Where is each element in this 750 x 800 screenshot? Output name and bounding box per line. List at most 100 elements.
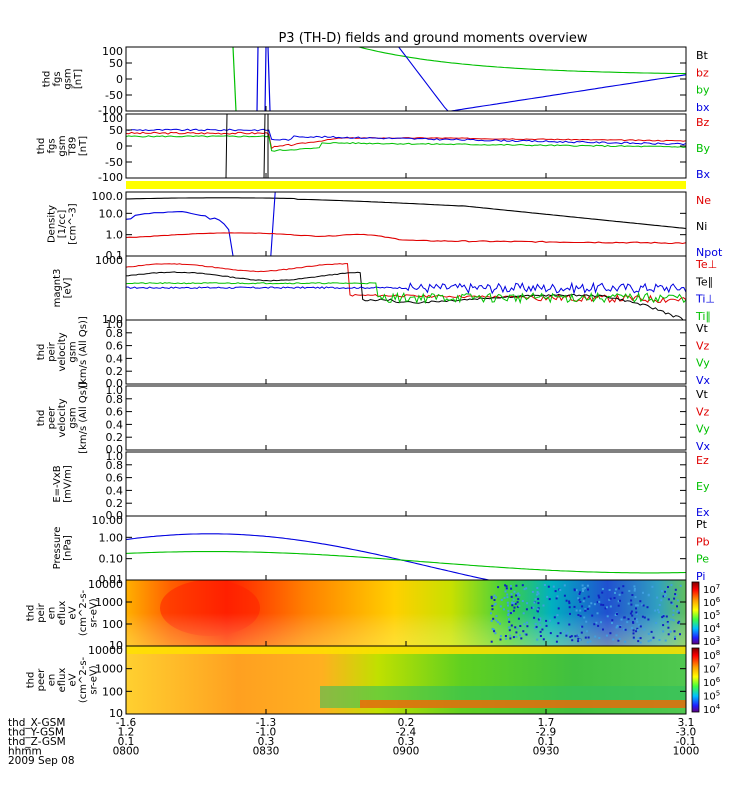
y-tick-label: 1.0 bbox=[106, 384, 124, 397]
panel-frame bbox=[125, 451, 687, 517]
speckle-dot bbox=[568, 600, 571, 603]
speckle-dot bbox=[569, 612, 571, 615]
speckle-dot bbox=[515, 584, 518, 587]
speckle-dot bbox=[627, 602, 630, 605]
speckle-dot bbox=[624, 640, 627, 643]
y-axis-label: thd fgs gsm [nT] bbox=[41, 68, 84, 89]
speckle-dot bbox=[635, 630, 638, 633]
speckle-dot bbox=[662, 618, 665, 621]
speckle-dot bbox=[563, 584, 566, 587]
time-row-value: 0930 bbox=[533, 746, 560, 758]
legend-Vy: Vy bbox=[696, 423, 710, 436]
speckle-dot bbox=[608, 598, 611, 601]
speckle-dot bbox=[525, 633, 528, 636]
speckle-dot bbox=[614, 591, 616, 594]
speckle-dot bbox=[505, 585, 508, 588]
speckle-dot bbox=[646, 606, 649, 609]
speckle-dot bbox=[524, 633, 527, 635]
trace-Tipar bbox=[126, 282, 686, 305]
trace-Pi bbox=[126, 533, 492, 580]
speckle-dot bbox=[552, 585, 555, 588]
speckle-dot bbox=[537, 592, 540, 595]
speckle-dot bbox=[582, 590, 584, 592]
speckle-dot bbox=[571, 639, 574, 642]
speckle-dot bbox=[627, 618, 630, 621]
speckle-dot bbox=[673, 597, 676, 600]
speckle-dot bbox=[615, 626, 618, 629]
speckle-dot bbox=[491, 604, 494, 607]
heatmap-peer-topband bbox=[126, 646, 686, 654]
y-tick-label: 0.1 bbox=[106, 249, 124, 262]
speckle-dot bbox=[619, 599, 621, 602]
speckle-dot bbox=[526, 602, 529, 605]
speckle-dot bbox=[635, 612, 638, 615]
time-row-value: -3.0 bbox=[676, 727, 697, 739]
trace-By bbox=[126, 135, 686, 152]
trace-Bx bbox=[126, 128, 686, 146]
speckle-dot bbox=[490, 595, 493, 598]
speckle-dot bbox=[507, 604, 509, 607]
speckle-dot bbox=[584, 608, 587, 611]
speckle-dot bbox=[536, 591, 539, 594]
legend-Ez: Ez bbox=[696, 454, 709, 467]
y-axis-label-line: peir bbox=[36, 602, 47, 622]
speckle-dot bbox=[632, 621, 635, 624]
panel-frame bbox=[125, 515, 687, 581]
speckle-dot bbox=[632, 629, 635, 632]
speckle-dot bbox=[518, 604, 521, 607]
speckle-dot bbox=[490, 640, 493, 643]
speckle-dot bbox=[504, 590, 507, 593]
speckle-dot bbox=[556, 595, 559, 598]
speckle-dot bbox=[617, 604, 620, 607]
speckle-dot bbox=[490, 612, 492, 615]
speckle-dot bbox=[562, 630, 565, 633]
y-tick-label: 1.0 bbox=[106, 450, 124, 463]
speckle-dot bbox=[605, 634, 608, 637]
time-row-value: 0.1 bbox=[118, 736, 135, 748]
time-axis: thd_X-GSM -1.6 -1.3 0.2 1.7 3.1 thd_Y-GSM 1.2 -1… bbox=[8, 717, 699, 767]
speckle-dot bbox=[612, 638, 615, 641]
speckle-dot bbox=[595, 621, 598, 624]
speckle-dot bbox=[613, 597, 616, 599]
speckle-dot bbox=[542, 638, 545, 641]
speckle-dot bbox=[505, 637, 508, 640]
y-axis-label: thd fgs gsm T89 [nT] bbox=[36, 135, 89, 156]
y-axis-label-line: T89 bbox=[68, 137, 79, 157]
legend-Pt: Pt bbox=[696, 518, 708, 531]
speckle-dot bbox=[597, 624, 600, 627]
speckle-dot bbox=[569, 635, 572, 638]
speckle-dot bbox=[565, 632, 568, 635]
speckle-dot bbox=[632, 632, 635, 635]
speckle-dot bbox=[639, 637, 642, 640]
y-axis-label-line: Density bbox=[47, 205, 58, 243]
speckle-dot bbox=[509, 612, 512, 615]
legend-By: By bbox=[696, 142, 711, 155]
panel-frame bbox=[125, 385, 687, 451]
speckle-dot bbox=[499, 635, 502, 638]
speckle-dot bbox=[633, 587, 636, 590]
speckle-dot bbox=[589, 640, 592, 643]
speckle-dot bbox=[514, 626, 517, 629]
speckle-dot bbox=[675, 594, 678, 597]
speckle-dot bbox=[509, 634, 512, 637]
y-axis-label-line: thd bbox=[36, 344, 47, 361]
y-tick-label: -50 bbox=[105, 89, 123, 102]
legend-Vt: Vt bbox=[696, 388, 709, 401]
speckle-dot bbox=[580, 631, 583, 634]
speckle-dot bbox=[568, 606, 571, 609]
heatmap-peer-lowband bbox=[360, 700, 686, 708]
y-tick-label: 100.0 bbox=[92, 190, 124, 203]
y-axis-label-line: peer bbox=[47, 406, 58, 430]
speckle-dot bbox=[546, 595, 549, 598]
speckle-dot bbox=[677, 611, 680, 614]
y-tick-label: 0.4 bbox=[106, 418, 124, 431]
legend-Bt: Bt bbox=[696, 49, 709, 62]
speckle-dot bbox=[626, 621, 629, 624]
speckle-dot bbox=[596, 612, 599, 615]
speckle-dot bbox=[583, 587, 586, 589]
speckle-dot bbox=[639, 641, 642, 644]
speckle-dot bbox=[557, 607, 560, 610]
speckle-dot bbox=[604, 607, 607, 610]
speckle-dot bbox=[669, 630, 672, 633]
speckle-dot bbox=[581, 605, 584, 608]
